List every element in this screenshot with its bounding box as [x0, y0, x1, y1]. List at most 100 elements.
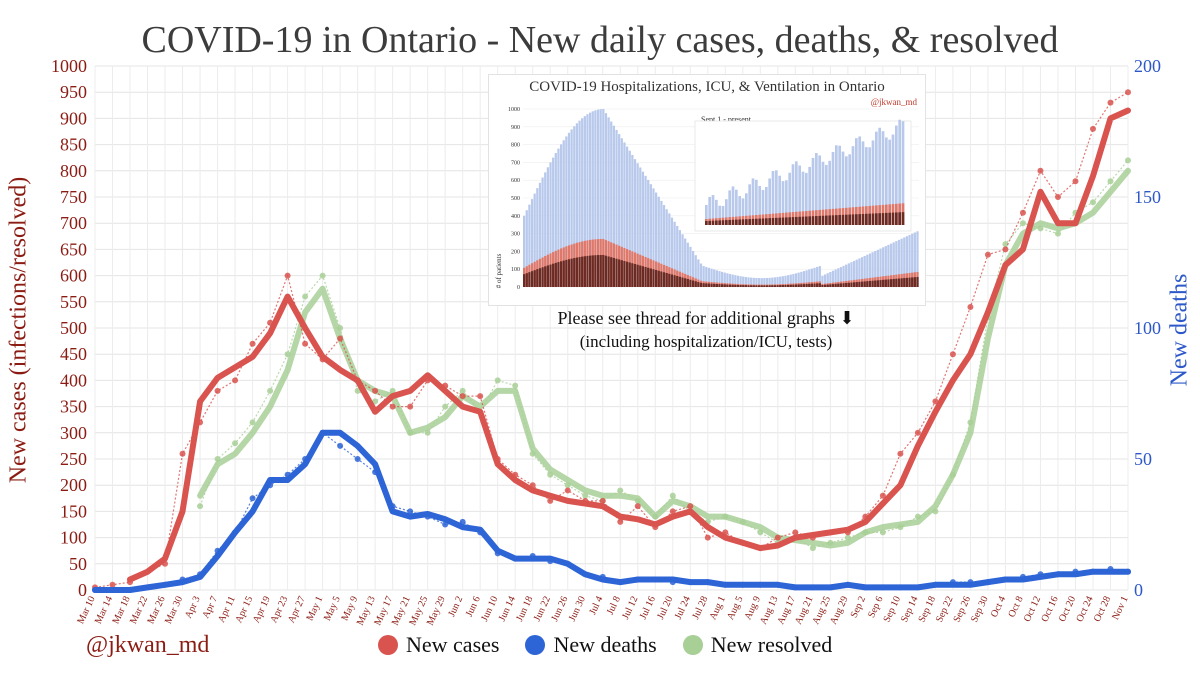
series-new-cases-point	[109, 581, 116, 588]
subpanel-bar-hospitalized	[888, 139, 891, 225]
subpanel-bar-ventilated	[761, 218, 765, 225]
inset-bar-ventilated	[757, 285, 761, 287]
inset-bar-hospitalized	[728, 273, 732, 287]
inset-bar-hospitalized	[821, 275, 824, 287]
inset-bar-hospitalized	[562, 140, 565, 287]
inset-bar-hospitalized	[575, 123, 579, 287]
inset-bar-ventilated	[874, 280, 877, 287]
series-new-cases-point	[547, 497, 554, 504]
subpanel-bar-ventilated	[708, 220, 711, 225]
inset-bar-ventilated	[829, 284, 832, 287]
inset-bar-hospitalized	[739, 276, 742, 287]
inset-bar-ventilated	[541, 267, 544, 287]
subpanel-bar-ventilated	[881, 213, 885, 225]
series-new-cases-point	[792, 529, 799, 536]
subpanel-bar-ventilated	[751, 218, 755, 225]
subpanel-bar-ventilated	[855, 214, 858, 225]
subpanel-bar-hospitalized	[775, 170, 778, 225]
y-tick-label-left: 150	[60, 501, 87, 521]
series-new-resolved-point	[372, 398, 379, 405]
inset-bar-hospitalized	[546, 167, 550, 287]
inset-bar-ventilated	[530, 271, 534, 287]
inset-bar-ventilated	[633, 263, 637, 287]
legend-swatch-resolved	[682, 635, 703, 655]
inset-bar-hospitalized	[823, 274, 827, 287]
inset-bar-hospitalized	[794, 273, 798, 287]
inset-bar-ventilated	[911, 277, 914, 287]
subpanel-bar-hospitalized	[718, 205, 721, 225]
series-new-resolved-point	[319, 272, 326, 279]
subpanel-bar-hospitalized	[745, 193, 748, 225]
inset-bar-hospitalized	[900, 238, 903, 287]
x-tick-label: Jun 2	[446, 595, 465, 619]
inset-bar-hospitalized	[591, 111, 594, 287]
subpanel-bar-hospitalized	[765, 187, 768, 225]
inset-bar-hospitalized	[641, 171, 645, 287]
inset-bar-ventilated	[647, 267, 650, 287]
subpanel-bar-hospitalized	[818, 155, 821, 225]
y-tick-label-right: 150	[1134, 187, 1161, 207]
subpanel-bar-ventilated	[758, 218, 761, 225]
inset-bar-hospitalized	[623, 142, 626, 287]
inset-bar-ventilated	[549, 264, 552, 287]
series-new-cases-point	[967, 304, 974, 311]
subpanel-bar-hospitalized	[815, 153, 818, 225]
inset-y-tick: 300	[511, 232, 520, 238]
inset-bar-ventilated	[842, 283, 845, 287]
inset-bar-hospitalized	[726, 273, 729, 287]
inset-bar-hospitalized	[773, 277, 777, 287]
inset-bar-ventilated	[562, 260, 565, 287]
inset-bar-ventilated	[776, 285, 779, 287]
subpanel-bar-ventilated	[815, 216, 818, 225]
subpanel-bar-hospitalized	[805, 172, 808, 225]
series-new-resolved-point	[232, 440, 239, 447]
subpanel-bar-hospitalized	[881, 131, 885, 225]
subpanel-bar-hospitalized	[901, 121, 905, 225]
inset-bar-ventilated	[763, 285, 766, 287]
inset-bar-hospitalized	[808, 269, 811, 287]
series-new-cases-point	[249, 340, 256, 347]
inset-bar-ventilated	[742, 285, 745, 287]
inset-bar-ventilated	[625, 261, 629, 287]
inset-bar-ventilated	[913, 277, 916, 287]
series-new-cases-point	[1002, 246, 1009, 253]
inset-y-tick: 900	[511, 125, 520, 131]
inset-bar-hospitalized	[620, 138, 623, 287]
inset-bar-ventilated	[734, 284, 737, 287]
subpanel-bar-hospitalized	[751, 178, 755, 225]
subpanel-bar-hospitalized	[795, 161, 798, 225]
inset-bar-ventilated	[908, 277, 911, 287]
inset-bar-hospitalized	[723, 272, 726, 287]
inset-bar-ventilated	[818, 283, 821, 287]
subpanel-bar-ventilated	[875, 213, 878, 225]
inset-bar-hospitalized	[567, 132, 571, 287]
inset-bar-hospitalized	[633, 159, 637, 287]
inset-bar-ventilated	[866, 281, 869, 287]
inset-bar-ventilated	[525, 273, 528, 287]
series-new-cases-avg-line	[127, 107, 1131, 583]
inset-bar-hospitalized	[586, 114, 589, 287]
inset-bar-ventilated	[694, 281, 697, 287]
inset-bar-hospitalized	[702, 266, 705, 287]
inset-bar-ventilated	[787, 284, 790, 287]
subpanel-bar-ventilated	[808, 216, 811, 225]
series-new-deaths-avg-line	[92, 429, 1131, 593]
subpanel-bar-ventilated	[768, 218, 771, 225]
inset-bar-ventilated	[752, 285, 755, 287]
legend-swatch-deaths	[525, 635, 546, 655]
y-tick-label-left: 250	[60, 449, 87, 469]
inset-bar-ventilated	[821, 284, 824, 287]
subpanel-bar-ventilated	[738, 219, 741, 225]
series-new-cases-point	[897, 450, 904, 457]
inset-bar-hospitalized	[884, 246, 887, 287]
inset-bar-hospitalized	[860, 257, 864, 287]
subpanel-bar-hospitalized	[835, 145, 838, 225]
inset-bar-ventilated	[615, 258, 618, 287]
inset-bar-hospitalized	[647, 180, 650, 287]
subpanel-bar-ventilated	[868, 213, 871, 225]
inset-bar-hospitalized	[660, 200, 663, 287]
y-tick-label-right: 0	[1134, 580, 1143, 600]
subpanel-bar-ventilated	[801, 216, 805, 225]
inset-bar-hospitalized	[707, 267, 711, 287]
